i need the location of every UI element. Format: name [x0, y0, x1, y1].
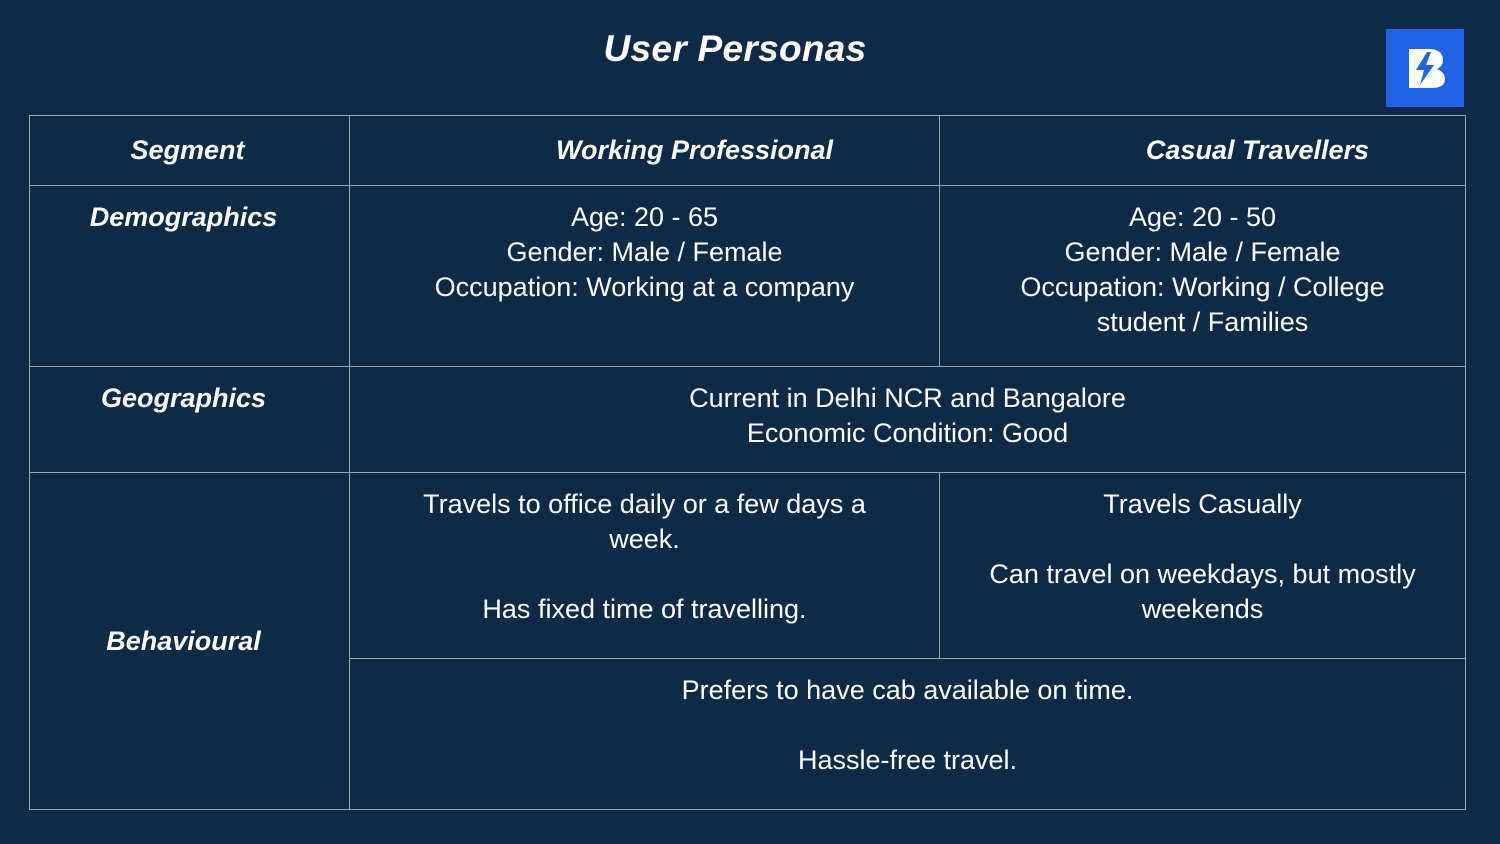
- demographics-age: Age: 20 - 65: [570, 202, 719, 232]
- behavioural-shared-row: Prefers to have cab available on time. H…: [30, 658, 1466, 810]
- behavioural-cab-on-time: Prefers to have cab available on time.: [681, 675, 1134, 705]
- behavioural-hassle-free: Hassle-free travel.: [797, 745, 1018, 775]
- row-label-behavioural: Behavioural: [29, 472, 350, 810]
- header-working-professional: Working Professional: [349, 115, 940, 186]
- geographics-location: Current in Delhi NCR and Bangalore: [689, 383, 1126, 413]
- header-segment: Segment: [29, 115, 350, 186]
- row-label-geographics: Geographics: [29, 366, 350, 473]
- demographics-row: Demographics Age: 20 - 65 Gender: Male /…: [29, 185, 1466, 367]
- demographics-casual-travellers: Age: 20 - 50 Gender: Male / Female Occup…: [939, 185, 1466, 367]
- personas-table: Segment Working Professional Casual Trav…: [29, 115, 1466, 810]
- behavioural-row: Behavioural Travels to office daily or a…: [29, 472, 1466, 810]
- behavioural-weekdays: Can travel on weekdays, but mostly: [989, 559, 1416, 589]
- demographics-occupation: Occupation: Working / College: [1020, 272, 1385, 302]
- behavioural-weekends: weekends: [1141, 594, 1264, 624]
- spacer: [952, 522, 1453, 557]
- slide-title: User Personas: [603, 28, 867, 69]
- behavioural-working-professional: Travels to office daily or a few days a …: [349, 472, 940, 659]
- row-label-demographics: Demographics: [29, 185, 350, 367]
- spacer: [362, 557, 927, 592]
- behavioural-casual-travellers: Travels Casually Can travel on weekdays,…: [939, 472, 1466, 659]
- demographics-gender: Gender: Male / Female: [506, 237, 783, 267]
- geographics-shared: Current in Delhi NCR and Bangalore Econo…: [349, 366, 1466, 473]
- geographics-row: Geographics Current in Delhi NCR and Ban…: [29, 366, 1466, 473]
- bolt-b-logo-icon: [1409, 49, 1445, 88]
- demographics-gender: Gender: Male / Female: [1064, 237, 1341, 267]
- demographics-working-professional: Age: 20 - 65 Gender: Male / Female Occup…: [349, 185, 940, 367]
- demographics-occupation: Occupation: Working at a company: [434, 272, 855, 302]
- demographics-occupation-cont: student / Families: [1096, 307, 1309, 337]
- spacer: [362, 708, 1453, 743]
- header-casual-travellers: Casual Travellers: [939, 115, 1466, 186]
- demographics-age: Age: 20 - 50: [1128, 202, 1277, 232]
- behavioural-travel-frequency: Travels to office daily or a few days a: [423, 489, 866, 519]
- behavioural-travel-casual: Travels Casually: [1103, 489, 1302, 519]
- behavioural-fixed-time: Has fixed time of travelling.: [482, 594, 807, 624]
- behavioural-travel-frequency-cont: week.: [609, 524, 680, 554]
- header-row: Segment Working Professional Casual Trav…: [29, 115, 1466, 186]
- behavioural-shared: Prefers to have cab available on time. H…: [349, 658, 1466, 810]
- geographics-economic: Economic Condition: Good: [746, 418, 1069, 448]
- brand-logo: [1386, 29, 1464, 107]
